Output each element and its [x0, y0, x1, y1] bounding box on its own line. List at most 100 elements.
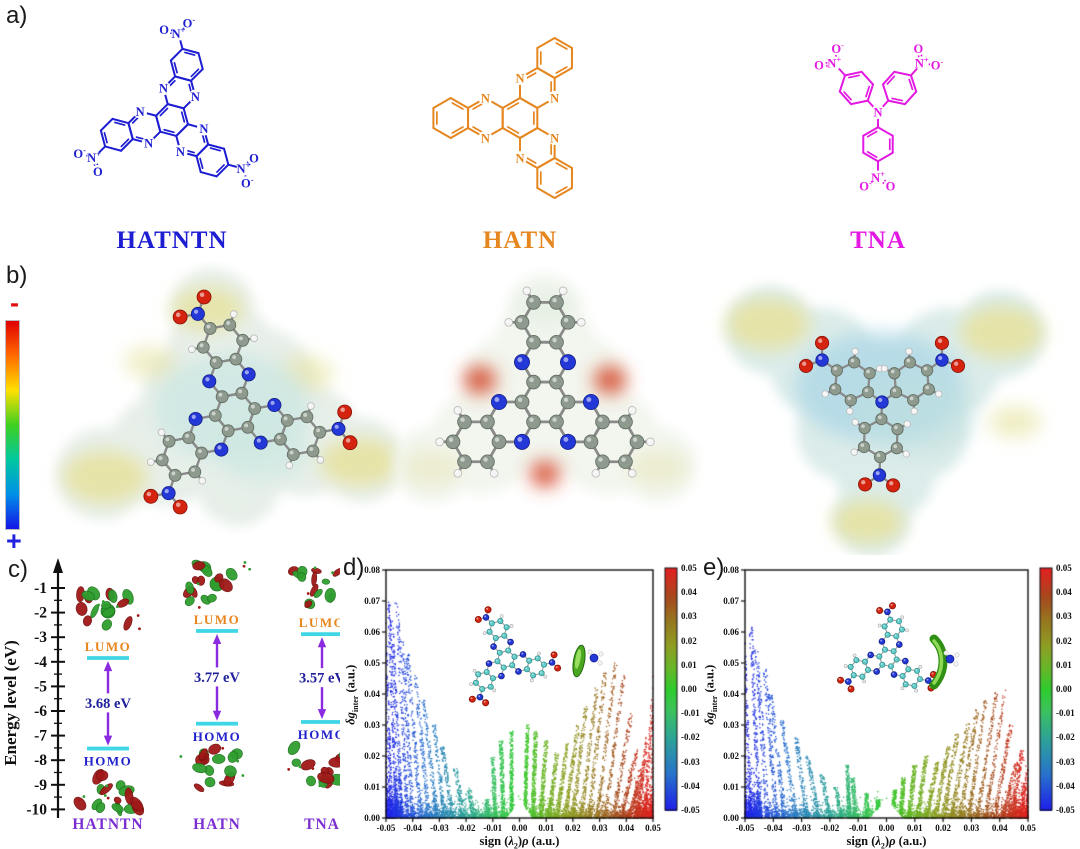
atom-label: O	[886, 180, 896, 194]
x-tick-label: 0.02	[935, 823, 951, 833]
nci-scatter-panel-d: -0.05 -0.04 -0.03 -0.02 -0.01 0.00 0.01 0.02 0.0…	[340, 555, 700, 849]
atom-label: N	[873, 105, 882, 119]
colorbar-tick-label: 0.01	[1056, 659, 1072, 670]
atom-label: N	[550, 131, 559, 145]
colorbar-tick-label: 0.04	[1056, 587, 1072, 598]
x-tick-label: -0.05	[376, 823, 396, 833]
lumo-level-bar	[196, 629, 238, 633]
lumo-level-bar	[301, 632, 340, 637]
y-tick-label: 0.00	[723, 813, 739, 823]
y-tick-label: 0.04	[723, 689, 739, 699]
colorbar-tick-label: -0.01	[681, 708, 700, 719]
nci-scatter-d-canvas	[340, 555, 700, 849]
colorbar-tick-label: 0.00	[1056, 684, 1072, 694]
homo-level-bar	[196, 721, 238, 726]
colorbar-tick-label: -0.02	[1056, 732, 1075, 743]
homo-label: HOMO	[193, 729, 242, 744]
esp-maps-panel	[56, 268, 1044, 555]
energy-axis-tick: -7	[34, 728, 47, 745]
y-tick-label: 0.06	[364, 627, 380, 637]
x-tick-label: 0.04	[991, 823, 1008, 833]
colorbar-tick-label: -0.04	[1056, 780, 1075, 791]
colorbar-tick-label: -0.02	[681, 732, 700, 743]
energy-axis-tick: -4	[34, 654, 47, 671]
x-tick-label: 0.05	[645, 823, 661, 833]
esp-molecule-tna	[798, 335, 966, 493]
atom-label: N	[515, 151, 524, 165]
atom-label: O-	[183, 15, 196, 31]
colorbar-tick-label: -0.05	[681, 805, 700, 815]
atom-label: N	[136, 105, 145, 119]
energy-level-diagram: -1 -2 -3 -4 -5 -6 -7 -8 -9 -10 Energy level (eV) LU…	[1, 558, 340, 833]
inset-hatntn-e	[837, 602, 937, 693]
energy-axis-tick: -6	[34, 703, 47, 720]
x-tick-label: -0.01	[483, 823, 503, 833]
inset-hatntn-d	[468, 606, 562, 707]
x-tick-label: 0.00	[878, 823, 895, 833]
esp-surface-hatn	[394, 274, 696, 503]
atom-label: N	[515, 71, 524, 85]
x-tick-label: -0.04	[403, 823, 423, 833]
colorbar-tick-label: 0.01	[681, 659, 697, 670]
x-tick-label: -0.04	[763, 823, 783, 833]
esp-colorbar	[5, 320, 20, 530]
x-tick-label: -0.03	[430, 823, 449, 833]
atom-label: O-	[831, 40, 844, 56]
x-tick-label: -0.05	[735, 823, 755, 833]
energy-axis-tick: -8	[34, 752, 47, 769]
x-tick-label: -0.02	[456, 823, 476, 833]
esp-negative-sign: -	[10, 288, 19, 318]
colorbar-tick-label: -0.03	[681, 756, 700, 767]
orbital-isosurface	[287, 740, 340, 789]
esp-positive-sign: +	[6, 526, 22, 556]
x-tick-label: -0.01	[848, 823, 868, 833]
y-tick-label: 0.03	[723, 720, 739, 730]
homo-level-bar	[301, 720, 340, 724]
y-tick-label: 0.01	[364, 782, 380, 792]
colorbar-tick-label: -0.01	[1056, 708, 1075, 719]
y-tick-label: 0.05	[723, 658, 739, 668]
molecule-name-hatn: HATN	[482, 227, 558, 254]
colorbar-tick-label: 0.00	[681, 684, 697, 694]
energy-column-name: TNA	[304, 816, 340, 833]
homo-lumo-gap-value: 3.68 eV	[85, 696, 131, 712]
orbital-isosurface	[73, 768, 145, 817]
y-tick-label: 0.08	[723, 565, 739, 575]
atom-label: N	[481, 131, 490, 145]
energy-axis-tick: -9	[34, 777, 47, 794]
atom-label: O	[249, 152, 259, 166]
colorbar-tick-label: 0.04	[681, 587, 697, 598]
lumo-label: LUMO	[194, 612, 240, 627]
atom-label: O-	[241, 174, 254, 190]
energy-column-tna: LUMO HOMO 3.57 eV TNA	[287, 565, 340, 833]
y-tick-label: 0.06	[723, 627, 739, 637]
lumo-label: LUMO	[85, 639, 131, 654]
panel-label-b: b)	[6, 262, 28, 289]
inset-molecule-e	[837, 602, 960, 693]
homo-lumo-gap-value: 3.57 eV	[299, 671, 340, 687]
x-tick-label: 0.01	[906, 823, 923, 833]
y-tick-label: 0.05	[364, 658, 380, 668]
y-tick-label: 0.04	[364, 689, 380, 699]
colorbar-tick-label: 0.02	[681, 635, 697, 646]
colorbar-tick-label: 0.05	[681, 563, 697, 573]
colorbar-tick-label: 0.03	[681, 611, 697, 622]
atom-label: N	[481, 91, 490, 105]
atom-label: N	[191, 90, 200, 104]
homo-label: HOMO	[298, 727, 340, 742]
molecule-name-hatntn: HATNTN	[116, 227, 228, 254]
hatn-structure: N N N N N N	[432, 37, 573, 199]
colorbar-tick-label: -0.04	[681, 780, 700, 791]
atom-label: O-	[73, 145, 86, 161]
energy-axis-tick: -1	[34, 580, 47, 597]
y-tick-label: 0.02	[364, 751, 380, 761]
homo-lumo-gap-value: 3.77 eV	[194, 670, 240, 686]
orbital-isosurface	[183, 559, 252, 609]
atom-label: O	[159, 23, 169, 37]
x-axis-label: sign (λ2)ρ (a.u.)	[846, 834, 927, 849]
energy-column-name: HATNTN	[72, 816, 143, 833]
panel-label-a: a)	[6, 2, 28, 29]
